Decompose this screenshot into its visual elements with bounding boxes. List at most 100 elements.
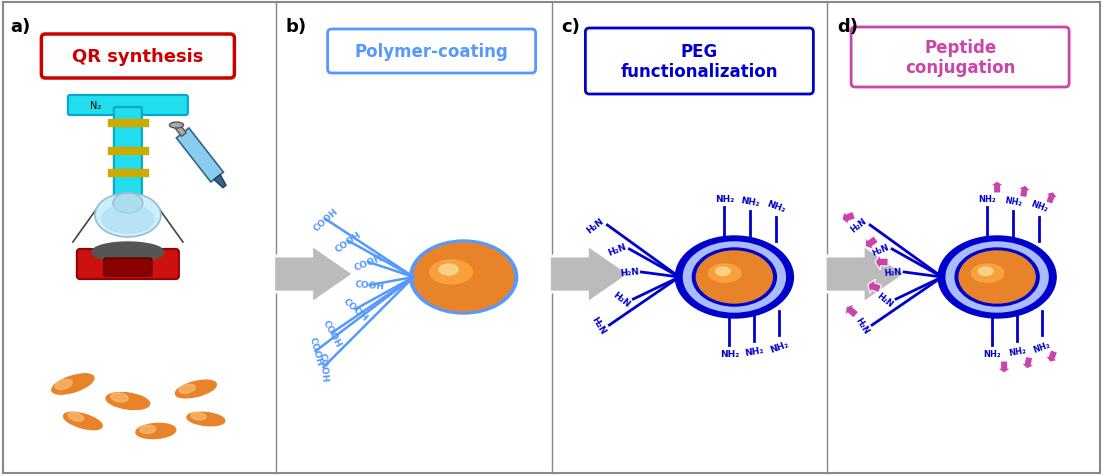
Ellipse shape	[136, 424, 175, 439]
Text: H₂N: H₂N	[607, 242, 628, 257]
FancyBboxPatch shape	[586, 29, 813, 95]
Polygon shape	[174, 124, 186, 137]
Ellipse shape	[955, 248, 1039, 307]
Polygon shape	[997, 361, 1011, 373]
Text: H₂N: H₂N	[589, 315, 608, 336]
FancyBboxPatch shape	[77, 249, 179, 279]
Text: NH₂: NH₂	[720, 349, 739, 358]
Text: H₂N: H₂N	[884, 267, 902, 278]
Text: COOH: COOH	[353, 253, 384, 272]
Ellipse shape	[960, 251, 1035, 303]
FancyBboxPatch shape	[42, 35, 234, 79]
Polygon shape	[214, 175, 226, 188]
Ellipse shape	[106, 393, 150, 410]
Ellipse shape	[696, 251, 772, 303]
Text: H₂N: H₂N	[848, 217, 868, 235]
Ellipse shape	[55, 380, 72, 390]
Text: NH₂: NH₂	[1029, 199, 1049, 214]
Text: NH₂: NH₂	[1032, 339, 1052, 354]
FancyBboxPatch shape	[328, 30, 536, 74]
Ellipse shape	[113, 194, 143, 214]
Polygon shape	[1045, 192, 1059, 205]
FancyArrow shape	[825, 246, 906, 303]
Text: COOH: COOH	[354, 279, 385, 291]
Ellipse shape	[978, 268, 993, 276]
Ellipse shape	[64, 412, 103, 430]
Text: a): a)	[10, 18, 30, 36]
Text: H₂N: H₂N	[585, 216, 606, 235]
Text: NH₂: NH₂	[740, 195, 761, 208]
Ellipse shape	[684, 242, 785, 312]
Text: NH₂: NH₂	[1004, 196, 1022, 208]
Ellipse shape	[188, 412, 225, 426]
Ellipse shape	[95, 194, 161, 238]
Text: NH₂: NH₂	[745, 345, 764, 357]
Ellipse shape	[140, 425, 156, 434]
Ellipse shape	[939, 237, 1057, 318]
Ellipse shape	[101, 206, 154, 234]
Ellipse shape	[409, 240, 517, 314]
Ellipse shape	[716, 268, 730, 276]
Polygon shape	[842, 211, 856, 226]
Text: COOH: COOH	[334, 229, 363, 254]
Ellipse shape	[110, 393, 128, 402]
Bar	[108, 148, 148, 155]
Ellipse shape	[693, 248, 777, 307]
FancyArrow shape	[274, 246, 354, 303]
Text: H₂N: H₂N	[853, 316, 870, 335]
Text: b): b)	[286, 18, 307, 36]
Text: H₂N: H₂N	[875, 290, 895, 308]
Ellipse shape	[191, 413, 206, 420]
Polygon shape	[1020, 357, 1035, 369]
Ellipse shape	[52, 374, 94, 395]
Text: NH₂: NH₂	[769, 339, 790, 354]
Polygon shape	[865, 236, 878, 250]
Bar	[108, 169, 148, 177]
Polygon shape	[176, 129, 224, 183]
Ellipse shape	[430, 260, 472, 284]
Text: COOH: COOH	[321, 318, 343, 348]
Text: NH₂: NH₂	[765, 198, 786, 214]
Ellipse shape	[170, 123, 183, 129]
Text: Peptide
conjugation: Peptide conjugation	[904, 39, 1016, 77]
Text: H₂N: H₂N	[620, 267, 640, 278]
Text: PEG
functionalization: PEG functionalization	[621, 42, 778, 81]
Ellipse shape	[92, 242, 164, 262]
Text: COOH: COOH	[308, 336, 324, 367]
Text: H₂N: H₂N	[611, 290, 631, 309]
Text: COOH: COOH	[342, 296, 370, 323]
Ellipse shape	[175, 380, 216, 398]
Ellipse shape	[709, 265, 741, 283]
Text: QR synthesis: QR synthesis	[72, 48, 204, 66]
Ellipse shape	[68, 413, 84, 421]
Ellipse shape	[946, 242, 1048, 312]
Text: N₂: N₂	[89, 101, 101, 111]
FancyBboxPatch shape	[104, 258, 152, 277]
Text: Polymer-coating: Polymer-coating	[355, 43, 508, 61]
FancyBboxPatch shape	[68, 96, 188, 116]
Text: NH₂: NH₂	[1008, 345, 1027, 357]
FancyBboxPatch shape	[114, 108, 142, 197]
Text: NH₂: NH₂	[715, 195, 733, 204]
Text: COOH: COOH	[318, 352, 330, 382]
Polygon shape	[845, 304, 858, 318]
Ellipse shape	[972, 265, 1004, 283]
Text: H₂N: H₂N	[870, 242, 890, 257]
Text: d): d)	[837, 18, 858, 36]
Polygon shape	[1017, 186, 1031, 198]
Text: NH₂: NH₂	[978, 195, 996, 204]
Ellipse shape	[414, 244, 514, 311]
Text: COOH: COOH	[311, 206, 340, 233]
FancyBboxPatch shape	[852, 28, 1069, 88]
Polygon shape	[868, 279, 881, 294]
Polygon shape	[989, 182, 1005, 194]
Bar	[108, 120, 148, 127]
Ellipse shape	[675, 237, 793, 318]
Ellipse shape	[179, 385, 195, 394]
Text: NH₂: NH₂	[983, 349, 1000, 358]
Polygon shape	[1045, 350, 1059, 363]
Ellipse shape	[439, 265, 458, 276]
Text: c): c)	[561, 18, 580, 36]
Polygon shape	[875, 255, 888, 270]
FancyArrow shape	[549, 246, 630, 303]
